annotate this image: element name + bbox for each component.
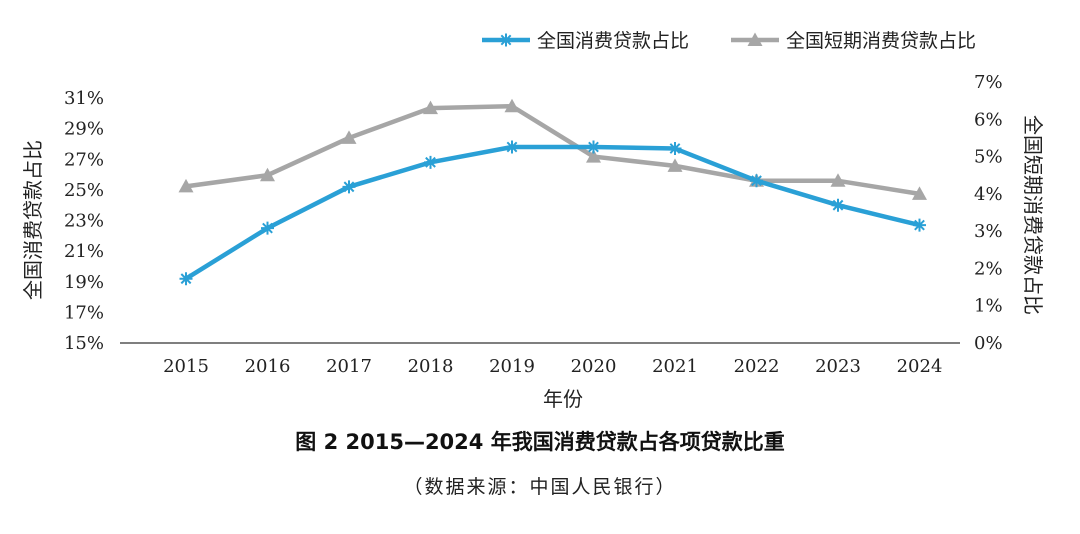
left-y-tick-label: 17%: [64, 302, 104, 323]
legend-label-consumer: 全国消费贷款占比: [537, 30, 689, 52]
legend-marker-triangle: [747, 32, 763, 46]
left-y-tick-label: 19%: [64, 272, 104, 293]
data-point-star: [750, 174, 763, 188]
data-point-triangle: [341, 130, 357, 144]
series-short-term-consumer-loan-share: [178, 98, 927, 200]
series-consumer-loan-share: [179, 140, 926, 286]
plot-area: [178, 98, 927, 286]
left-y-axis: 15% 17% 19% 21% 23% 25% 27% 29% 31% 全国消费贷款占比: [21, 88, 104, 354]
data-point-triangle: [830, 173, 846, 187]
data-point-triangle: [504, 98, 520, 113]
series-line: [183, 144, 922, 281]
x-tick-label: 2018: [408, 356, 454, 377]
x-axis: 2015 2016 2017 2018 2019 2020 2021 2022 2023 2024…: [120, 342, 960, 411]
data-point-triangle: [667, 158, 683, 172]
right-y-axis: 0% 1% 2% 3% 4% 5% 6% 7% 全国短期消费贷款占比: [974, 72, 1045, 354]
left-y-tick-label: 29%: [64, 119, 104, 140]
right-y-tick-label: 3%: [974, 221, 1003, 242]
right-y-tick-label: 0%: [974, 333, 1003, 354]
left-y-tick-label: 15%: [64, 333, 104, 354]
data-point-star: [424, 155, 437, 169]
right-y-tick-label: 1%: [974, 296, 1003, 317]
right-y-tick-label: 2%: [974, 258, 1003, 279]
x-tick-label: 2020: [571, 356, 617, 377]
left-y-axis-title: 全国消费贷款占比: [21, 140, 45, 300]
x-tick-label: 2016: [245, 356, 291, 377]
left-y-tick-label: 31%: [64, 88, 104, 109]
left-y-tick-label: 21%: [64, 241, 104, 262]
x-axis-title: 年份: [543, 387, 583, 411]
x-tick-label: 2015: [163, 356, 209, 377]
x-tick-label: 2022: [734, 356, 780, 377]
x-tick-label: 2023: [815, 356, 861, 377]
data-point-star: [342, 180, 356, 194]
data-point-triangle: [912, 186, 927, 200]
legend: 全国消费贷款占比 全国短期消费贷款占比: [482, 30, 976, 52]
figure-caption: 图 2 2015—2024 年我国消费贷款占各项贷款比重: [295, 430, 785, 454]
data-point-triangle: [423, 100, 438, 115]
line-chart: 全国消费贷款占比 全国短期消费贷款占比 15%17%19%21%23%25%27%…: [21, 30, 1045, 411]
right-y-tick-label: 4%: [974, 184, 1003, 205]
right-y-tick-label: 7%: [974, 72, 1003, 93]
data-point-star: [179, 272, 193, 286]
x-tick-label: 2021: [652, 356, 698, 377]
data-point-triangle: [178, 178, 194, 193]
left-y-tick-label: 23%: [64, 211, 104, 232]
data-point-star: [831, 198, 845, 212]
data-point-triangle: [260, 167, 275, 182]
right-y-tick-label: 5%: [974, 147, 1003, 168]
data-point-star: [668, 142, 682, 156]
legend-marker-star: [499, 33, 513, 47]
x-tick-label: 2019: [489, 356, 535, 377]
right-y-tick-label: 6%: [974, 109, 1003, 130]
series-line: [183, 103, 922, 197]
data-point-star: [587, 140, 600, 154]
legend-label-short-term: 全国短期消费贷款占比: [786, 30, 976, 52]
x-tick-label: 2024: [897, 356, 943, 377]
data-point-triangle: [586, 149, 601, 163]
left-y-tick-label: 27%: [64, 149, 104, 170]
data-point-star: [261, 221, 274, 235]
data-point-star: [505, 140, 519, 154]
x-tick-label: 2017: [326, 356, 372, 377]
right-y-axis-title: 全国短期消费贷款占比: [1021, 115, 1045, 315]
data-point-star: [913, 218, 926, 232]
data-source-note: （数据来源：中国人民银行）: [403, 476, 677, 498]
left-y-tick-label: 25%: [64, 180, 104, 201]
